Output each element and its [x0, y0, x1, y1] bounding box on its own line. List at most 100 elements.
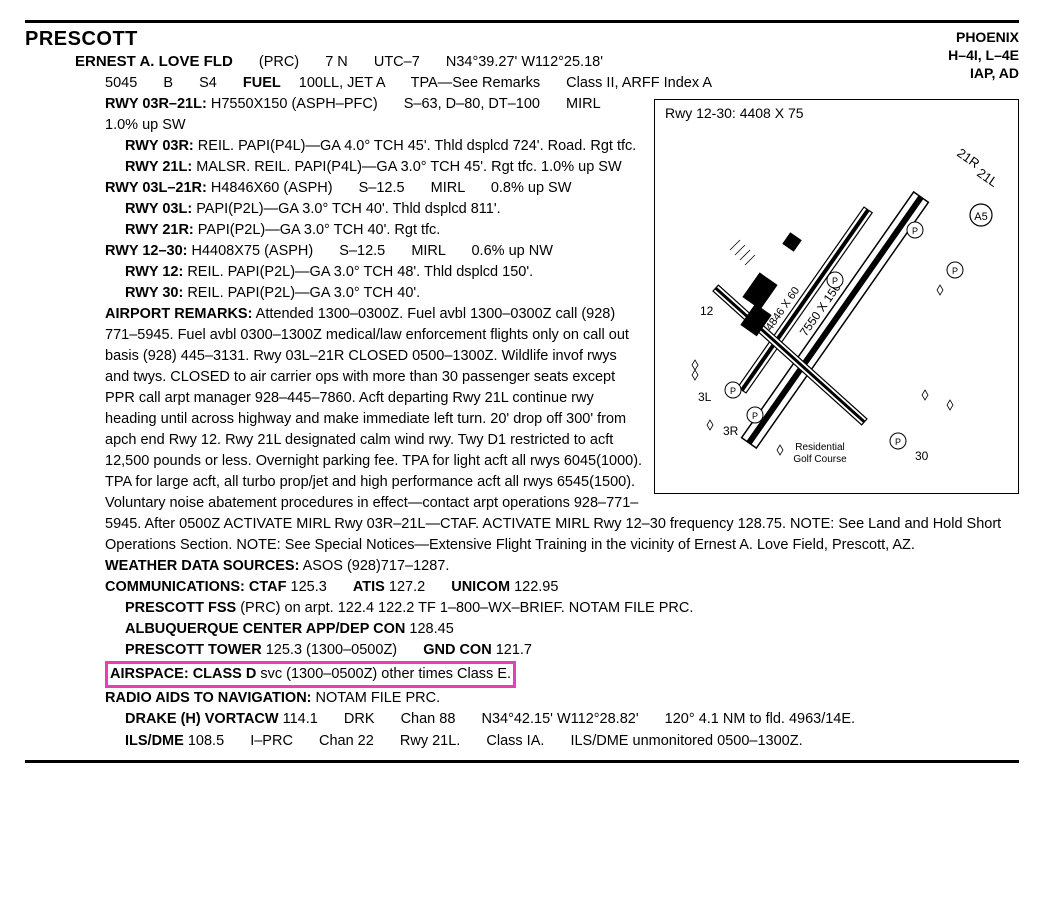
content: PHOENIX H–4I, L–4E IAP, AD PRESCOTT ERNE…: [25, 28, 1019, 752]
rwy-label: RWY 03R–21L:: [105, 96, 207, 112]
tower: 125.3 (1300–0500Z): [266, 642, 397, 658]
weather-line: WEATHER DATA SOURCES: ASOS (928)717–1287…: [25, 556, 1019, 577]
rwy03l-label: RWY 03L:: [125, 201, 192, 217]
runway-svg: 7550 X 150 4846 X 60 21R 21L 3R 3L 12 30…: [655, 100, 1016, 491]
svg-text:P: P: [912, 226, 918, 236]
ils-rwy: Rwy 21L.: [400, 733, 460, 749]
rwy-load: S–63, D–80, DT–100: [404, 96, 540, 112]
rwy-dims: H4408X75 (ASPH): [192, 243, 314, 259]
b: B: [163, 75, 173, 91]
fss-line: PRESCOTT FSS (PRC) on arpt. 122.4 122.2 …: [25, 598, 1019, 619]
ctaf: 125.3: [291, 579, 327, 595]
rwy-dims: H7550X150 (ASPH–PFC): [211, 96, 378, 112]
drake-line: DRAKE (H) VORTACW 114.1 DRK Chan 88 N34°…: [25, 709, 1019, 730]
rwy-label: RWY 03L–21R:: [105, 180, 207, 196]
rwy21r-text: PAPI(P2L)—GA 3.0° TCH 40'. Rgt tfc.: [198, 222, 441, 238]
drake-chan: Chan 88: [401, 711, 456, 727]
svg-text:A5: A5: [974, 211, 987, 223]
airspace-text: svc (1300–0500Z) other times Class E.: [260, 666, 511, 682]
airport-diagram: Rwy 12-30: 4408 X 75 7550 X 150 4846 X 6…: [654, 99, 1019, 494]
radio-text: NOTAM FILE PRC.: [316, 690, 441, 706]
icao: (PRC): [259, 54, 299, 70]
svg-text:Golf Course: Golf Course: [793, 454, 847, 465]
s4: S4: [199, 75, 217, 91]
remarks-label: AIRPORT REMARKS:: [105, 306, 252, 322]
utc: UTC–7: [374, 54, 420, 70]
fss-label: PRESCOTT FSS: [125, 600, 236, 616]
elev: 5045: [105, 75, 137, 91]
city-name: PRESCOTT: [25, 28, 1019, 51]
rwy-lights: MIRL: [566, 96, 600, 112]
ils-label: ILS/DME: [125, 733, 184, 749]
center-line: ALBUQUERQUE CENTER APP/DEP CON 128.45: [25, 619, 1019, 640]
svg-text:P: P: [832, 276, 838, 286]
airspace-highlight: AIRSPACE: CLASS D svc (1300–0500Z) other…: [105, 661, 516, 688]
rwy30-text: REIL. PAPI(P2L)—GA 3.0° TCH 40'.: [187, 285, 420, 301]
chart-refs2: IAP, AD: [948, 64, 1019, 82]
weather-text: ASOS (928)717–1287.: [303, 558, 450, 574]
class: Class II, ARFF Index A: [566, 75, 712, 91]
comms-label: COMMUNICATIONS: CTAF: [105, 579, 287, 595]
field-line: ERNEST A. LOVE FLD (PRC) 7 N UTC–7 N34°3…: [25, 51, 1019, 73]
rwy03r-label: RWY 03R:: [125, 138, 194, 154]
info-line: 5045 B S4 FUEL 100LL, JET A TPA—See Rema…: [25, 73, 1019, 94]
fss-text: (PRC) on arpt. 122.4 122.2 TF 1–800–WX–B…: [240, 600, 693, 616]
field-name: ERNEST A. LOVE FLD: [75, 53, 233, 70]
distance: 7 N: [325, 54, 348, 70]
svg-text:3R: 3R: [723, 424, 739, 438]
center-label: ALBUQUERQUE CENTER APP/DEP CON: [125, 621, 405, 637]
center: 128.45: [409, 621, 453, 637]
svg-text:P: P: [730, 386, 736, 396]
svg-text:Residential: Residential: [795, 442, 844, 453]
top-rule: [25, 20, 1019, 23]
drake-freq: 114.1: [283, 711, 318, 727]
rwy-slope: 1.0% up SW: [105, 117, 186, 133]
svg-text:30: 30: [915, 449, 929, 463]
rwy-slope: 0.6% up NW: [471, 243, 552, 259]
drake-coords: N34°42.15' W112°28.82': [481, 711, 638, 727]
rwy-dims: H4846X60 (ASPH): [211, 180, 333, 196]
rwy03l-text: PAPI(P2L)—GA 3.0° TCH 40'. Thld dsplcd 8…: [196, 201, 500, 217]
tower-label: PRESCOTT TOWER: [125, 642, 262, 658]
rwy-lights: MIRL: [431, 180, 465, 196]
rwy12-text: REIL. PAPI(P2L)—GA 3.0° TCH 48'. Thld ds…: [187, 264, 533, 280]
region: PHOENIX: [948, 28, 1019, 46]
svg-text:21R: 21R: [954, 145, 982, 171]
rwy21l-text: MALSR. REIL. PAPI(P4L)—GA 3.0° TCH 45'. …: [196, 159, 621, 175]
bottom-rule: [25, 760, 1019, 763]
fuel-label: FUEL: [243, 75, 281, 91]
tower-line: PRESCOTT TOWER 125.3 (1300–0500Z) GND CO…: [25, 640, 1019, 661]
comms-line: COMMUNICATIONS: CTAF 125.3 ATIS 127.2 UN…: [25, 577, 1019, 598]
right-header: PHOENIX H–4I, L–4E IAP, AD: [948, 28, 1019, 83]
unicom: 122.95: [514, 579, 558, 595]
ils-id: I–PRC: [250, 733, 293, 749]
ils-chan: Chan 22: [319, 733, 374, 749]
ils-class: Class IA.: [486, 733, 544, 749]
weather-label: WEATHER DATA SOURCES:: [105, 558, 299, 574]
ils-line: ILS/DME 108.5 I–PRC Chan 22 Rwy 21L. Cla…: [25, 731, 1019, 752]
ils-freq: 108.5: [188, 733, 224, 749]
tpa: TPA—See Remarks: [411, 75, 540, 91]
drake-id: DRK: [344, 711, 375, 727]
rwy-slope: 0.8% up SW: [491, 180, 572, 196]
svg-text:21L: 21L: [974, 165, 1000, 190]
svg-text:3L: 3L: [698, 390, 712, 404]
atis-label: ATIS: [353, 579, 385, 595]
airspace-line: AIRSPACE: CLASS D svc (1300–0500Z) other…: [25, 661, 1019, 688]
drake-brg: 120° 4.1 NM to fld. 4963/14E.: [665, 711, 855, 727]
chart-refs1: H–4I, L–4E: [948, 46, 1019, 64]
radio-line: RADIO AIDS TO NAVIGATION: NOTAM FILE PRC…: [25, 688, 1019, 709]
radio-label: RADIO AIDS TO NAVIGATION:: [105, 690, 312, 706]
svg-text:12: 12: [700, 304, 714, 318]
coords: N34°39.27' W112°25.18': [446, 54, 603, 70]
diagram-label: Rwy 12-30: 4408 X 75: [665, 105, 804, 121]
rwy03r-text: REIL. PAPI(P4L)—GA 4.0° TCH 45'. Thld ds…: [198, 138, 636, 154]
rwy-load: S–12.5: [339, 243, 385, 259]
ils-note: ILS/DME unmonitored 0500–1300Z.: [570, 733, 802, 749]
rwy-lights: MIRL: [411, 243, 445, 259]
gnd-label: GND CON: [423, 642, 491, 658]
svg-text:P: P: [952, 266, 958, 276]
rwy21l-label: RWY 21L:: [125, 159, 192, 175]
airspace-label: AIRSPACE: CLASS D: [110, 666, 256, 682]
gnd: 121.7: [496, 642, 532, 658]
